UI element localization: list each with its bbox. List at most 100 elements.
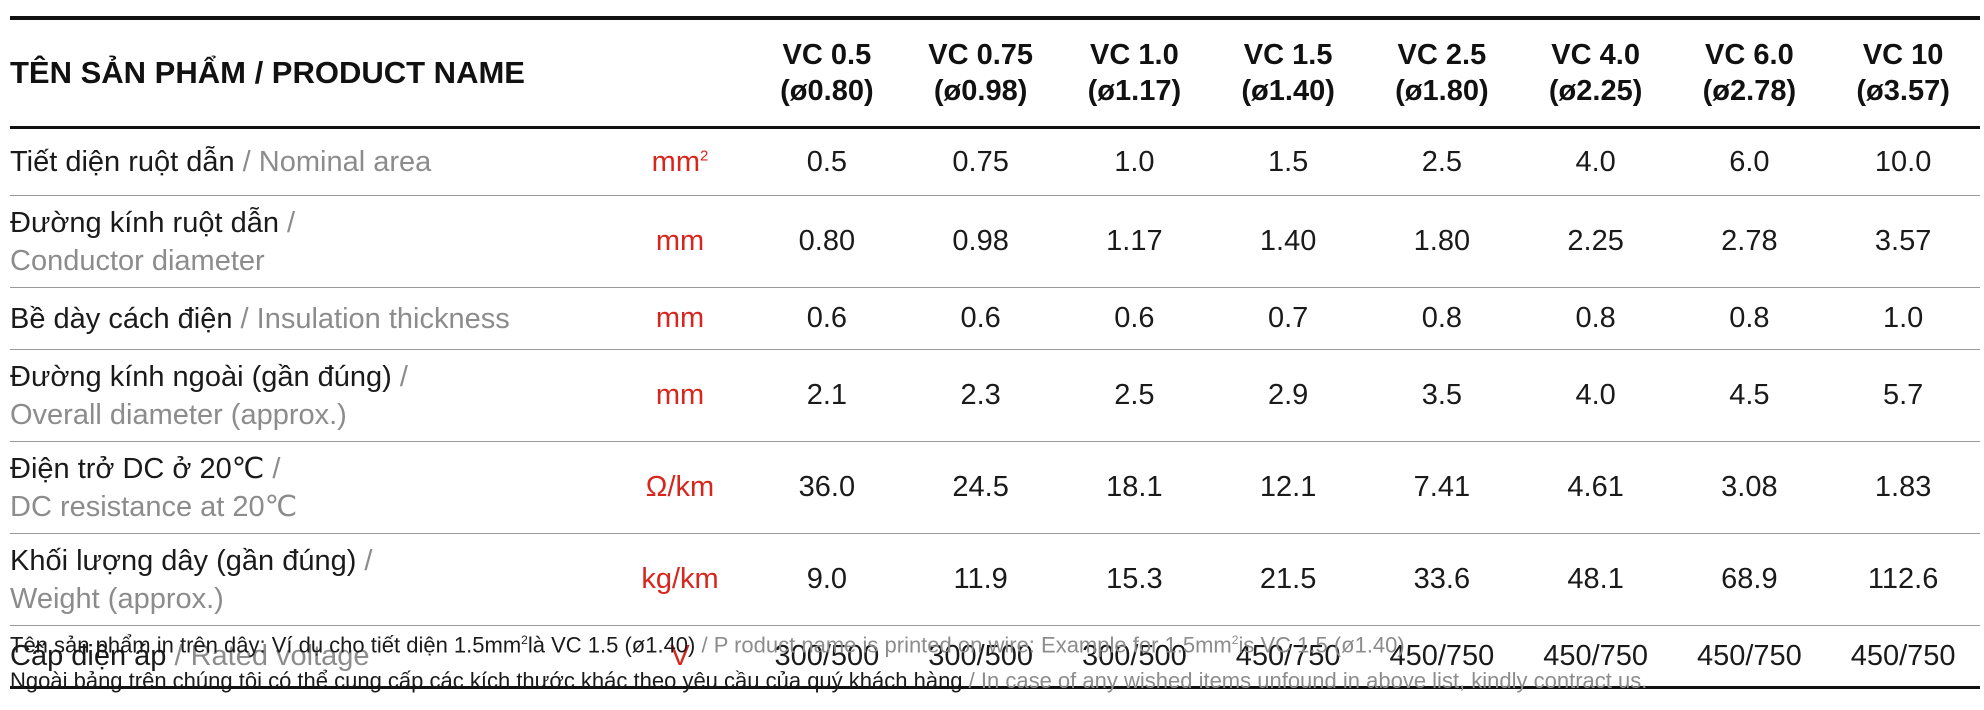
value-cell: 3.08 [1672, 441, 1827, 534]
unit-superscript: 2 [700, 146, 709, 164]
parameter-separator: / [234, 146, 259, 178]
value-cell: 4.0 [1518, 127, 1673, 196]
value-cell: 0.6 [903, 287, 1058, 350]
value-cell: 24.5 [903, 441, 1058, 534]
unit-label: Ω/km [645, 471, 715, 503]
table-row: Khối lượng dây (gần đúng) / Weight (appro… [10, 533, 1981, 626]
column-header-name: VC 10 [1862, 39, 1944, 71]
spec-table-body: Tiết diện ruột dẫn / Nominal area mm2 0.5 0… [10, 127, 1981, 689]
value-cell: 2.3 [903, 349, 1058, 442]
column-header: VC 0.75 (ø0.98) [903, 20, 1058, 129]
value-cell: 2.78 [1672, 195, 1827, 288]
value-cell: 48.1 [1518, 533, 1673, 626]
value-cell: 450/750 [1518, 625, 1673, 689]
unit-cell: mm2 [610, 127, 751, 196]
unit-label: mm [655, 225, 705, 257]
parameter-name-vi: Tiết diện ruột dẫn [10, 146, 235, 178]
column-header-diameter: (ø1.17) [1087, 75, 1182, 107]
footnote-en-part-b: is VC 1.5 (ø1.40) [1238, 632, 1405, 658]
value-cell: 0.6 [1057, 287, 1212, 350]
value-cell: 68.9 [1672, 533, 1827, 626]
value-cell: 21.5 [1211, 533, 1366, 626]
column-header-name: VC 1.0 [1090, 39, 1179, 71]
value-cell: 3.5 [1365, 349, 1519, 442]
value-cell: 2.9 [1211, 349, 1366, 442]
parameter-separator: / [278, 206, 296, 239]
parameter-name: Đường kính ngoài (gần đúng) / Overall dia… [10, 349, 610, 442]
parameter-separator: / [232, 302, 257, 335]
superscript: 2 [1231, 633, 1239, 647]
unit-cell: Ω/km [610, 441, 751, 534]
column-header-name: VC 6.0 [1705, 39, 1794, 71]
parameter-name: Đường kính ruột dẫn / Conductor diameter [10, 195, 610, 288]
column-header-diameter: (ø0.98) [933, 75, 1028, 107]
value-cell: 18.1 [1057, 441, 1212, 534]
parameter-name-vi: Khối lượng dây (gần đúng) [10, 544, 357, 577]
footnote-custom-sizes: Ngoài bảng trên chúng tôi có thể cung cấ… [10, 663, 1980, 699]
column-header-diameter: (ø1.40) [1241, 75, 1335, 107]
superscript: 2 [521, 633, 528, 647]
parameter-name: Tiết diện ruột dẫn / Nominal area [10, 127, 610, 196]
value-cell: 7.41 [1365, 441, 1519, 534]
column-header-diameter: (ø3.57) [1856, 75, 1950, 107]
value-cell: 3.57 [1826, 195, 1981, 288]
value-cell: 1.80 [1365, 195, 1519, 288]
parameter-name: Điện trở DC ở 20℃ / DC resistance at 20℃ [10, 441, 610, 534]
value-cell: 300/500 [1057, 625, 1212, 689]
column-header: VC 6.0 (ø2.78) [1672, 20, 1827, 129]
parameter-name-en: Rated voltage [190, 640, 370, 672]
column-header-name: VC 4.0 [1551, 39, 1640, 71]
parameter-name-vi: Đường kính ngoài (gần đúng) [10, 360, 392, 393]
parameter-name-en: Weight (approx.) [10, 582, 224, 615]
table-row: Đường kính ruột dẫn / Conductor diameter m… [10, 195, 1981, 288]
value-cell: 0.8 [1518, 287, 1673, 350]
value-cell: 0.5 [750, 127, 904, 196]
footnote-product-marking: Tên sản phẩm in trên dây: Ví dụ cho tiết… [10, 622, 1980, 663]
parameter-name: Cấp điện áp / Rated voltage [10, 625, 610, 689]
value-cell: 15.3 [1057, 533, 1212, 626]
parameter-name: Khối lượng dây (gần đúng) / Weight (appro… [10, 533, 610, 626]
value-cell: 4.0 [1518, 349, 1673, 442]
value-cell: 11.9 [903, 533, 1058, 626]
table-row: Đường kính ngoài (gần đúng) / Overall dia… [10, 349, 1981, 442]
column-header-diameter: (ø0.80) [780, 75, 874, 107]
unit-label: mm [655, 302, 705, 334]
column-header: VC 1.0 (ø1.17) [1057, 20, 1212, 129]
header-row: TÊN SẢN PHẨM / PRODUCT NAME VC 0.5 (ø0.80… [10, 20, 1981, 129]
spec-table: TÊN SẢN PHẨM / PRODUCT NAME VC 0.5 (ø0.80… [10, 20, 1981, 689]
column-header-name: VC 1.5 [1243, 39, 1333, 71]
parameter-separator: / [391, 360, 408, 393]
footnotes: Tên sản phẩm in trên dây: Ví dụ cho tiết… [10, 622, 1980, 699]
parameter-separator: / [264, 452, 281, 485]
parameter-name-vi: Cấp điện áp [10, 640, 167, 672]
parameter-name-en: Overall diameter (approx.) [10, 398, 347, 431]
parameter-name-en: Conductor diameter [10, 244, 265, 277]
parameter-separator: / [356, 544, 373, 577]
value-cell: 33.6 [1365, 533, 1519, 626]
value-cell: 1.5 [1211, 127, 1366, 196]
column-header: VC 2.5 (ø1.80) [1365, 20, 1519, 129]
table-row: Tiết diện ruột dẫn / Nominal area mm2 0.5 0… [10, 127, 1981, 196]
column-header-name: VC 0.5 [782, 39, 872, 71]
column-header: VC 10 (ø3.57) [1826, 20, 1981, 129]
top-rule [10, 16, 1980, 20]
parameter-name-vi: Đường kính ruột dẫn [10, 206, 279, 239]
value-cell: 10.0 [1826, 127, 1981, 196]
column-header-name: VC 2.5 [1397, 39, 1487, 71]
column-header: VC 0.5 (ø0.80) [750, 20, 904, 129]
footnote-vi-part-b: là VC 1.5 (ø1.40) [527, 632, 696, 658]
value-cell: 4.61 [1518, 441, 1673, 534]
unit-label: mm [651, 145, 700, 178]
footnote-vi-part-a: Tên sản phẩm in trên dây: Ví dụ cho tiết… [10, 632, 522, 658]
value-cell: 0.8 [1672, 287, 1827, 350]
unit-label: kg/km [641, 563, 719, 595]
value-cell: 450/750 [1211, 625, 1366, 689]
value-cell: 1.83 [1826, 441, 1981, 534]
value-cell: 9.0 [750, 533, 904, 626]
parameter-name-en: DC resistance at 20℃ [10, 490, 298, 523]
parameter-name: Bề dày cách điện / Insulation thickness [10, 287, 610, 350]
value-cell: 1.40 [1211, 195, 1366, 288]
value-cell: 112.6 [1826, 533, 1981, 626]
value-cell: 1.0 [1057, 127, 1212, 196]
value-cell: 0.8 [1365, 287, 1519, 350]
